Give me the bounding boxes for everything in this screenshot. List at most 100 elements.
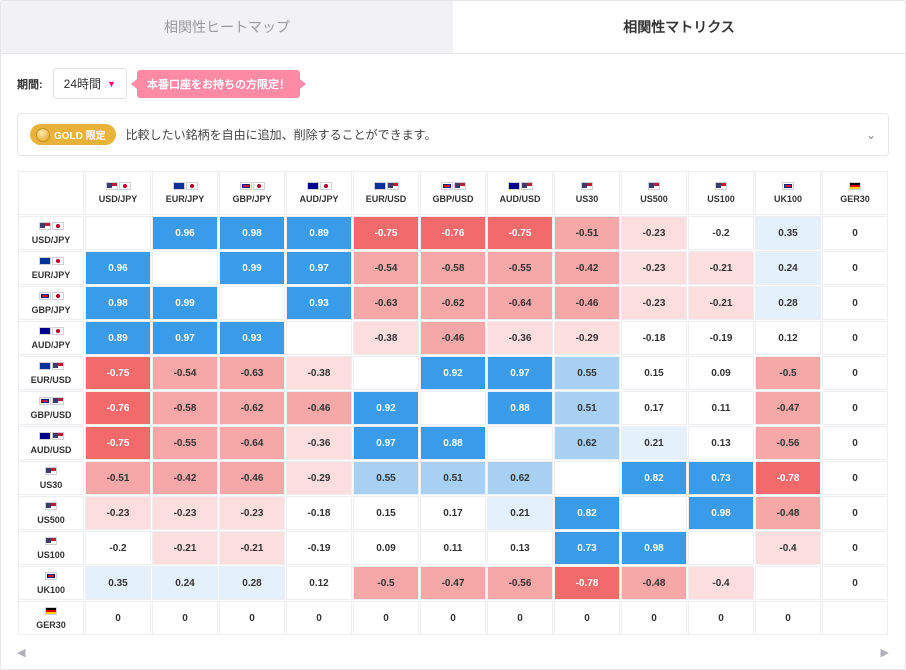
matrix-row: GBP/USD-0.76-0.58-0.62-0.460.920.880.510… [18,391,888,425]
flag-us-icon [45,502,57,510]
matrix-cell: -0.47 [755,391,821,425]
matrix-cell: 0 [420,601,486,635]
matrix-cell: -0.58 [152,391,218,425]
matrix-cell: -0.23 [152,496,218,530]
matrix-cell: -0.4 [688,566,754,600]
col-header-label: AUD/USD [488,194,552,204]
flag-us-icon [52,397,64,405]
matrix-cell: 0.99 [152,286,218,320]
matrix-cell: 0.89 [286,216,352,250]
col-header-USD-JPY: USD/JPY [85,171,151,215]
matrix-cell: 0.82 [621,461,687,495]
matrix-cell-diag [822,601,888,635]
matrix-cell: -0.63 [353,286,419,320]
row-header-label: US500 [19,515,83,525]
row-header-UK100: UK100 [18,566,84,600]
col-header-EUR-JPY: EUR/JPY [152,171,218,215]
matrix-row: GER3000000000000 [18,601,888,635]
flag-us-icon [521,182,533,190]
row-header-label: AUD/USD [19,445,83,455]
matrix-row: UK1000.350.240.280.12-0.5-0.47-0.56-0.78… [18,566,888,600]
matrix-cell: 0 [822,356,888,390]
matrix-cell: 0.17 [420,496,486,530]
matrix-cell: -0.46 [554,286,620,320]
scroll-left-icon[interactable]: ◀ [17,646,25,659]
matrix-cell: -0.29 [286,461,352,495]
flag-jp-icon [52,257,64,265]
matrix-cell: 0.96 [85,251,151,285]
matrix-cell: 0 [822,531,888,565]
col-header-AUD-JPY: AUD/JPY [286,171,352,215]
matrix-cell: -0.48 [621,566,687,600]
controls-row: 期間: 24時間 ▼ 本番口座をお持ちの方限定！ [1,54,905,109]
flag-us-icon [106,182,118,190]
row-header-label: AUD/JPY [19,340,83,350]
matrix-cell: 0.88 [420,426,486,460]
flag-gb-icon [45,572,57,580]
tab-heatmap[interactable]: 相関性ヒートマップ [1,1,453,53]
row-header-USD-JPY: USD/JPY [18,216,84,250]
period-select[interactable]: 24時間 ▼ [53,68,127,99]
gold-banner: GOLD 限定 比較したい銘柄を自由に追加、削除することができます。 ⌄ [17,113,889,156]
matrix-cell: -0.51 [554,216,620,250]
matrix-cell: 0.93 [219,321,285,355]
matrix-cell: 0 [822,426,888,460]
matrix-cell: 0 [822,461,888,495]
matrix-cell: 0 [822,286,888,320]
row-header-label: GER30 [19,620,83,630]
flag-de-icon [849,182,861,190]
flag-us-icon [45,467,57,475]
matrix-cell: 0.88 [487,391,553,425]
tab-matrix[interactable]: 相関性マトリクス [453,1,905,53]
col-header-label: EUR/USD [354,194,418,204]
matrix-cell: 0.11 [688,391,754,425]
flag-us-icon [581,182,593,190]
matrix-cell-diag [353,356,419,390]
scroll-right-icon[interactable]: ▶ [881,646,889,659]
matrix-cell: -0.76 [420,216,486,250]
period-value: 24時間 [64,75,101,92]
col-header-label: US30 [555,194,619,204]
matrix-cell: 0.55 [554,356,620,390]
col-header-GBP-USD: GBP/USD [420,171,486,215]
promo-button[interactable]: 本番口座をお持ちの方限定！ [137,70,300,98]
matrix-cell: 0.97 [286,251,352,285]
flag-au-icon [307,182,319,190]
gold-pill-label: GOLD 限定 [54,127,106,142]
matrix-cell: -0.75 [85,356,151,390]
matrix-cell: -0.38 [286,356,352,390]
matrix-row: AUD/USD-0.75-0.55-0.64-0.360.970.880.620… [18,426,888,460]
matrix-cell: -0.2 [688,216,754,250]
row-header-US30: US30 [18,461,84,495]
matrix-cell: -0.23 [621,286,687,320]
matrix-cell: -0.18 [621,321,687,355]
matrix-cell: 0.92 [353,391,419,425]
flag-au-icon [39,432,51,440]
col-header-EUR-USD: EUR/USD [353,171,419,215]
matrix-cell: -0.46 [420,321,486,355]
col-header-label: US100 [689,194,753,204]
banner-expand-icon[interactable]: ⌄ [866,128,876,142]
matrix-cell: 0 [152,601,218,635]
row-header-label: EUR/USD [19,375,83,385]
flag-us-icon [715,182,727,190]
matrix-row: US30-0.51-0.42-0.46-0.290.550.510.620.82… [18,461,888,495]
row-header-EUR-JPY: EUR/JPY [18,251,84,285]
matrix-cell: 0.51 [420,461,486,495]
matrix-corner [18,171,84,215]
flag-eu-icon [173,182,185,190]
matrix-cell: -0.38 [353,321,419,355]
matrix-cell: -0.63 [219,356,285,390]
matrix-cell: -0.23 [219,496,285,530]
matrix-cell: -0.5 [755,356,821,390]
flag-jp-icon [320,182,332,190]
flag-us-icon [39,222,51,230]
flag-us-icon [52,432,64,440]
chevron-down-icon: ▼ [107,79,116,89]
matrix-cell-diag [420,391,486,425]
matrix-cell: -0.75 [487,216,553,250]
matrix-cell-diag [688,531,754,565]
row-header-US100: US100 [18,531,84,565]
flag-gb-icon [441,182,453,190]
matrix-cell-diag [554,461,620,495]
